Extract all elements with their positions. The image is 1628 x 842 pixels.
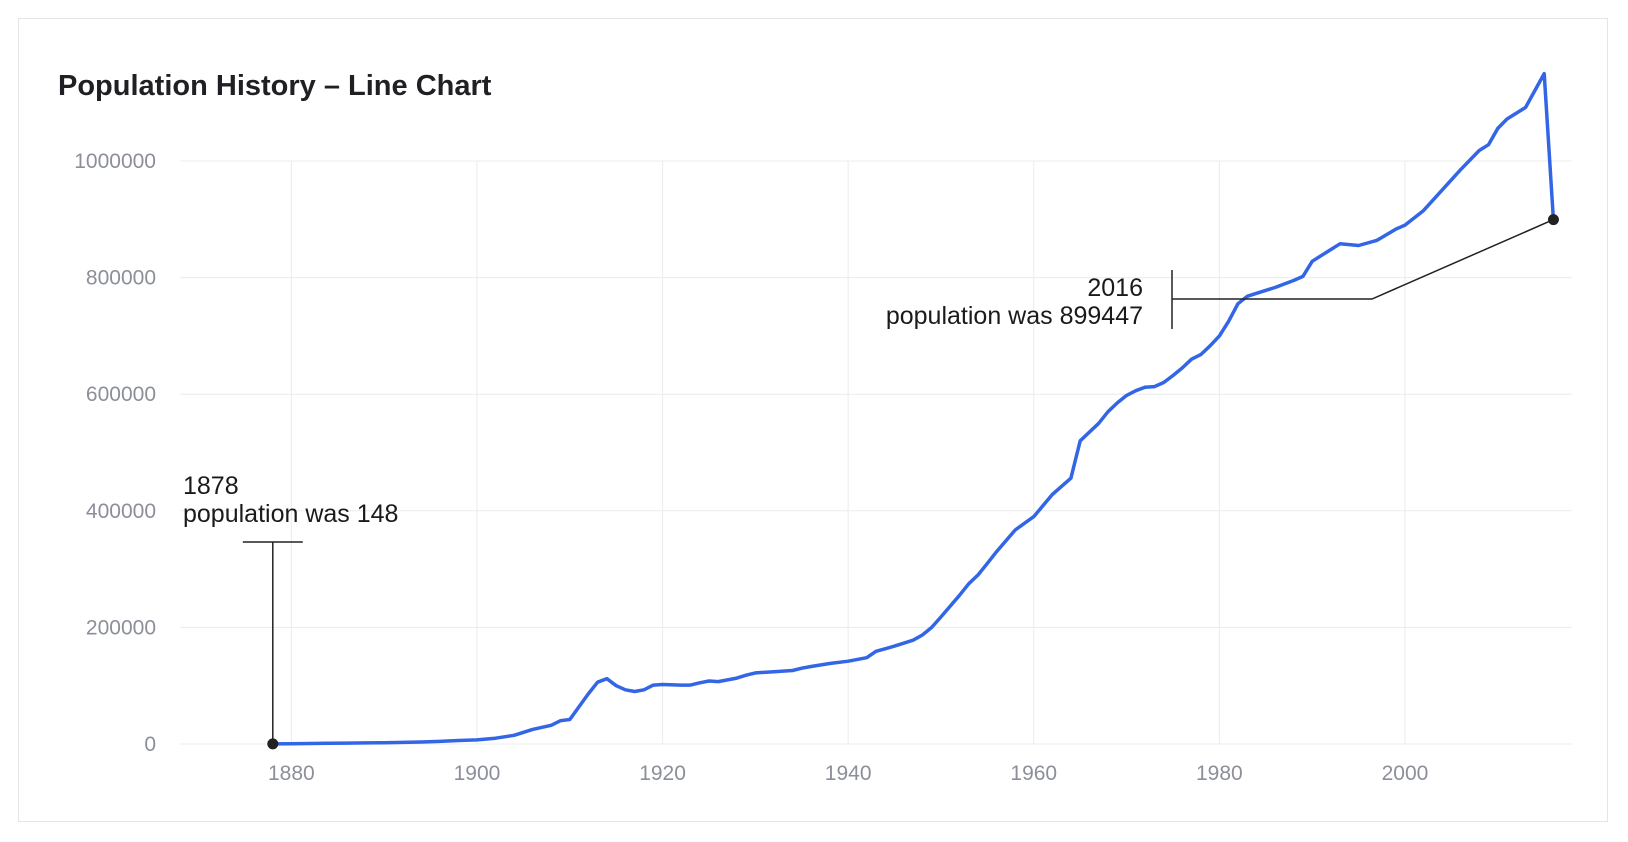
- x-axis-ticks: 1880 1900 1920 1940 1960 1980 2000: [268, 762, 1428, 785]
- x-tick-label: 1920: [639, 762, 686, 785]
- y-tick-label: 0: [144, 733, 156, 756]
- end-annotation-connector: [1172, 218, 1554, 300]
- x-tick-label: 1880: [268, 762, 315, 785]
- end-annotation-text: population was 899447: [886, 302, 1143, 330]
- grid-lines: [180, 160, 1572, 745]
- population-line: [272, 71, 1556, 746]
- y-tick-label: 800000: [86, 267, 156, 290]
- y-tick-label: 200000: [86, 616, 156, 639]
- x-tick-label: 1940: [825, 762, 872, 785]
- series-lines: [272, 71, 1556, 746]
- x-tick-label: 1900: [454, 762, 501, 785]
- start-annotation-text: population was 148: [183, 500, 398, 528]
- y-tick-label: 600000: [86, 383, 156, 406]
- y-axis-ticks: 0 200000 400000 600000 800000 1000000: [74, 150, 156, 756]
- chart-title: Population History – Line Chart: [58, 70, 492, 102]
- x-tick-label: 1960: [1010, 762, 1057, 785]
- start-annotation-year: 1878: [183, 472, 239, 500]
- y-tick-label: 400000: [86, 500, 156, 523]
- x-tick-label: 2000: [1382, 762, 1429, 785]
- x-tick-label: 1980: [1196, 762, 1243, 785]
- end-annotation-year: 2016: [1087, 274, 1143, 302]
- y-tick-label: 1000000: [74, 150, 156, 173]
- chart-card: [18, 18, 1608, 822]
